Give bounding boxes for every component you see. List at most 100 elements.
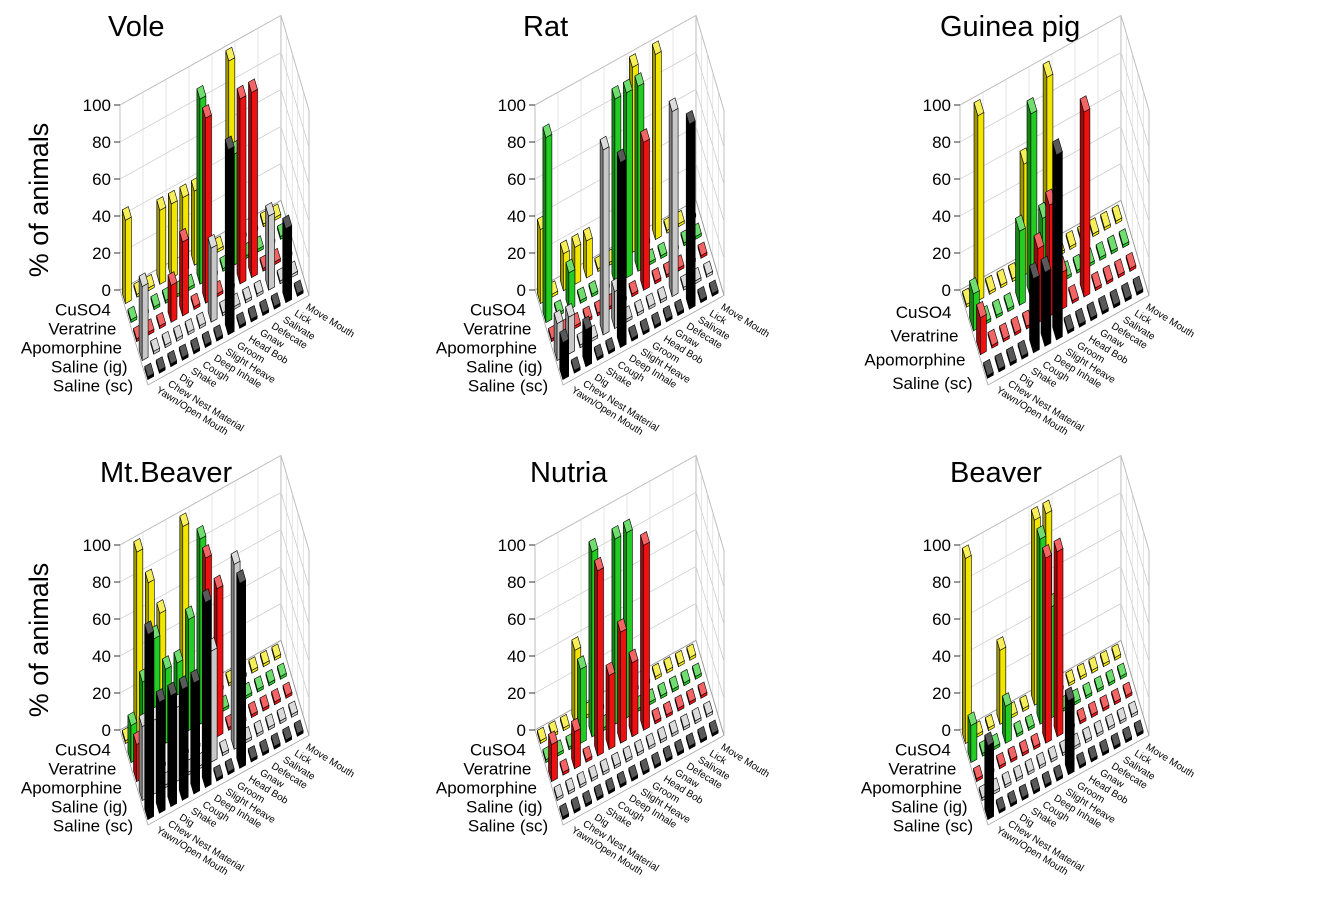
bar-apomorphine-12 [1099,694,1110,712]
bar-veratrine-13 [1105,668,1116,687]
bar-apomorphine-10 [651,707,662,725]
z-tick-label: 100 [923,96,951,115]
bar-veratrine-3 [150,292,161,311]
bar-veratrine-13 [680,668,691,687]
bar-apomorphine-2 [987,328,999,349]
bar-cuso4-11 [651,40,662,241]
bar-saline-sc--8 [1064,686,1075,776]
bar-saline-sc--11 [1098,294,1109,315]
bar-saline-sc--14 [293,279,304,297]
bar-saline-sc--3 [1006,346,1017,367]
bar-saline-ig--7 [622,745,633,763]
bar-saline-ig--8 [634,298,644,317]
bar-apomorphine-9 [640,531,650,731]
z-tick-label: 80 [932,133,951,152]
bar-veratrine-14 [1117,662,1127,680]
bar-apomorphine-11 [1091,271,1102,292]
treatment-label: Veratrine [890,327,958,346]
bar-saline-sc--1 [144,620,155,821]
z-tick-label: 80 [507,133,526,152]
bar-veratrine-1 [967,711,978,764]
bar-saline-ig--10 [1082,726,1092,744]
bar-veratrine-14 [692,662,702,680]
treatment-label: Veratrine [463,320,531,339]
bar-apomorphine-11 [248,700,258,719]
bar-saline-sc--13 [697,725,708,744]
bar-apomorphine-14 [697,681,708,699]
bar-saline-sc--9 [1076,751,1087,769]
bar-veratrine-11 [657,681,668,700]
bar-apomorphine-1 [973,764,983,783]
bar-saline-sc--7 [628,324,639,342]
treatment-label: Saline (sc) [53,377,133,396]
bar-apomorphine-10 [1076,707,1087,725]
bar-saline-ig--1 [138,272,149,362]
bar-saline-sc--12 [1110,732,1121,750]
bar-apomorphine-5 [1019,739,1029,757]
bar-saline-ig--5 [599,135,610,336]
bar-saline-sc--8 [1063,314,1075,335]
bar-apomorphine-5 [179,227,189,317]
z-tick-label: 0 [517,281,526,300]
chart-panel-rat: Rat 0 20 40 60 80 100 CuSO4VeratrineApomorphine… [436,11,771,438]
bar-cuso4-1 [536,726,547,745]
bar-saline-ig--4 [173,324,183,342]
chart-title: Mt.Beaver [100,457,232,489]
z-tick-label: 20 [92,684,111,703]
bar-saline-ig--2 [565,777,575,795]
bar-saline-sc--3 [582,789,593,808]
bar-saline-ig--10 [657,286,667,304]
bar-saline-sc--12 [685,732,696,750]
bar-saline-sc--2 [570,796,581,814]
bar-saline-sc--10 [662,305,673,323]
bar-saline-sc--5 [605,777,616,795]
chart-panel-mt-beaver: Mt.Beaver 0 20 40 60 80 100 CuSO4VeratrineApomo… [21,454,356,878]
treatment-label: Veratrine [48,320,116,339]
treatment-label: CuSO4 [895,741,951,760]
bar-saline-sc--11 [674,738,685,757]
bar-apomorphine-13 [1111,687,1121,706]
bar-saline-sc--4 [593,343,604,361]
bar-cuso4-4 [996,268,1008,289]
bar-veratrine-11 [1082,681,1093,700]
bar-saline-sc--6 [616,148,627,349]
treatment-label: Veratrine [463,760,531,779]
bar-saline-sc--7 [628,764,639,782]
bar-apomorphine-12 [674,694,685,712]
bar-cuso4-3 [984,713,995,732]
bar-veratrine-6 [1025,713,1035,732]
bar-apomorphine-14 [1122,681,1133,699]
bar-saline-ig--13 [276,706,287,725]
treatment-label: Apomorphine [436,779,537,798]
bar-veratrine-13 [265,668,276,687]
bar-saline-sc--6 [201,330,212,349]
chart-panels: Vole020406080100CuSO4VeratrineApomorphin… [21,11,1196,878]
bar-saline-ig--5 [599,758,610,776]
bar-cuso4-11 [651,662,662,681]
chart-panel-beaver: Beaver 0 20 40 60 80 100 CuSO4VeratrineApomorph… [861,454,1196,878]
bar-cuso4-3 [985,274,996,295]
bar-cuso4-14 [686,643,697,661]
bar-saline-sc--1 [983,358,994,379]
bar-saline-ig--14 [703,260,713,278]
bar-veratrine-3 [565,258,576,311]
bar-saline-sc--5 [605,337,616,355]
bar-veratrine-4 [577,286,587,304]
bar-saline-sc--12 [270,292,281,310]
bar-saline-ig--13 [691,706,702,725]
bar-apomorphine-10 [651,267,662,285]
bar-saline-ig--11 [668,97,679,298]
z-tick-label: 60 [932,610,951,629]
bar-cuso4-14 [271,643,282,661]
bar-saline-ig--12 [265,201,275,291]
bar-cuso4-14 [1111,643,1122,661]
z-tick-label: 100 [498,96,526,115]
bar-saline-sc--4 [593,783,604,801]
bar-saline-sc--8 [224,135,235,336]
bar-saline-sc--14 [1132,275,1144,296]
bar-saline-ig--3 [161,330,172,349]
treatment-label: Saline (ig) [51,798,128,817]
bar-saline-ig--9 [645,292,656,310]
bar-saline-sc--4 [178,343,189,361]
